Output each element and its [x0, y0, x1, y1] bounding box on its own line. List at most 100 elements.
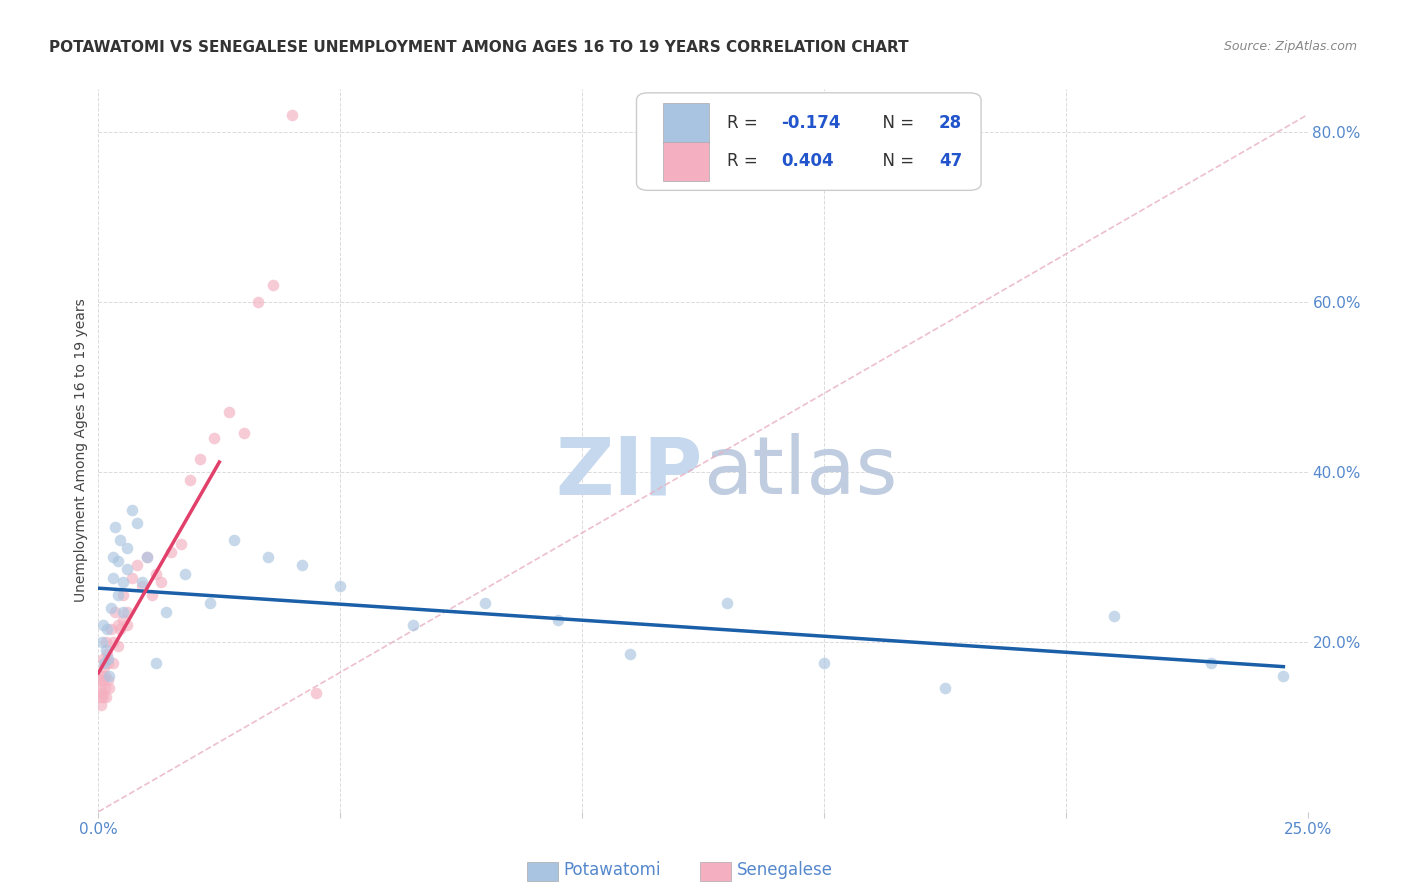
Point — [204, 431, 226, 445]
Point — [131, 579, 153, 593]
Point — [160, 545, 183, 559]
FancyBboxPatch shape — [637, 93, 981, 190]
Point — [91, 634, 114, 648]
Text: Potawatomi: Potawatomi — [564, 861, 661, 879]
Point — [108, 533, 131, 547]
Point — [232, 426, 254, 441]
Point — [97, 656, 120, 670]
Point — [90, 690, 112, 704]
FancyBboxPatch shape — [664, 142, 709, 181]
Point — [107, 617, 129, 632]
Point — [179, 473, 201, 487]
Point — [101, 571, 124, 585]
Point — [101, 549, 124, 564]
Point — [96, 634, 118, 648]
Point — [104, 520, 127, 534]
Point — [169, 537, 191, 551]
Point — [91, 673, 114, 687]
Point — [117, 617, 139, 632]
Point — [93, 660, 115, 674]
Text: 28: 28 — [939, 114, 962, 132]
Point — [111, 614, 134, 628]
Point — [474, 597, 496, 611]
Point — [117, 541, 139, 556]
Point — [222, 533, 245, 547]
Text: R =: R = — [727, 114, 763, 132]
Point — [145, 656, 167, 670]
Point — [135, 549, 157, 564]
Point — [94, 669, 117, 683]
Point — [98, 681, 121, 696]
Point — [174, 566, 197, 581]
Text: N =: N = — [872, 114, 920, 132]
Point — [97, 651, 120, 665]
Point — [188, 452, 211, 467]
Point — [90, 686, 112, 700]
Point — [117, 562, 139, 576]
Point — [305, 686, 328, 700]
Point — [100, 622, 122, 636]
Point — [813, 656, 835, 670]
Point — [96, 622, 118, 636]
Point — [107, 639, 129, 653]
Point — [131, 575, 153, 590]
Point — [90, 698, 112, 713]
Point — [91, 651, 114, 665]
Text: -0.174: -0.174 — [782, 114, 841, 132]
Point — [547, 614, 569, 628]
Point — [716, 597, 738, 611]
Text: Senegalese: Senegalese — [737, 861, 832, 879]
Y-axis label: Unemployment Among Ages 16 to 19 years: Unemployment Among Ages 16 to 19 years — [75, 299, 89, 602]
Point — [89, 673, 111, 687]
Point — [117, 605, 139, 619]
Text: N =: N = — [872, 153, 920, 170]
Point — [290, 558, 312, 573]
Point — [155, 605, 177, 619]
Point — [91, 669, 114, 683]
Point — [141, 588, 163, 602]
Point — [127, 558, 149, 573]
Point — [256, 549, 278, 564]
Point — [150, 575, 173, 590]
Text: ZIP: ZIP — [555, 434, 703, 511]
Point — [1272, 669, 1295, 683]
Point — [101, 656, 124, 670]
Point — [1102, 609, 1125, 624]
Point — [329, 579, 352, 593]
Point — [247, 294, 270, 309]
Point — [135, 549, 157, 564]
Point — [91, 617, 114, 632]
Point — [107, 554, 129, 568]
Point — [111, 605, 134, 619]
Point — [402, 617, 425, 632]
Text: atlas: atlas — [703, 434, 897, 511]
Point — [619, 648, 641, 662]
Point — [934, 681, 956, 696]
Text: R =: R = — [727, 153, 763, 170]
Point — [94, 690, 117, 704]
Point — [127, 516, 149, 530]
Point — [1199, 656, 1222, 670]
Point — [121, 503, 143, 517]
Point — [111, 588, 134, 602]
Point — [98, 669, 121, 683]
Point — [91, 690, 114, 704]
Point — [121, 571, 143, 585]
Point — [111, 575, 134, 590]
Point — [104, 605, 127, 619]
FancyBboxPatch shape — [664, 103, 709, 143]
Point — [218, 405, 240, 419]
Point — [96, 648, 118, 662]
Text: 0.404: 0.404 — [782, 153, 834, 170]
Point — [108, 622, 131, 636]
Text: POTAWATOMI VS SENEGALESE UNEMPLOYMENT AMONG AGES 16 TO 19 YEARS CORRELATION CHAR: POTAWATOMI VS SENEGALESE UNEMPLOYMENT AM… — [49, 40, 908, 55]
Point — [262, 277, 284, 292]
Point — [145, 566, 167, 581]
Point — [101, 634, 124, 648]
Point — [94, 643, 117, 657]
Text: 47: 47 — [939, 153, 962, 170]
Point — [198, 597, 221, 611]
Point — [89, 681, 111, 696]
Text: Source: ZipAtlas.com: Source: ZipAtlas.com — [1223, 40, 1357, 54]
Point — [93, 681, 115, 696]
